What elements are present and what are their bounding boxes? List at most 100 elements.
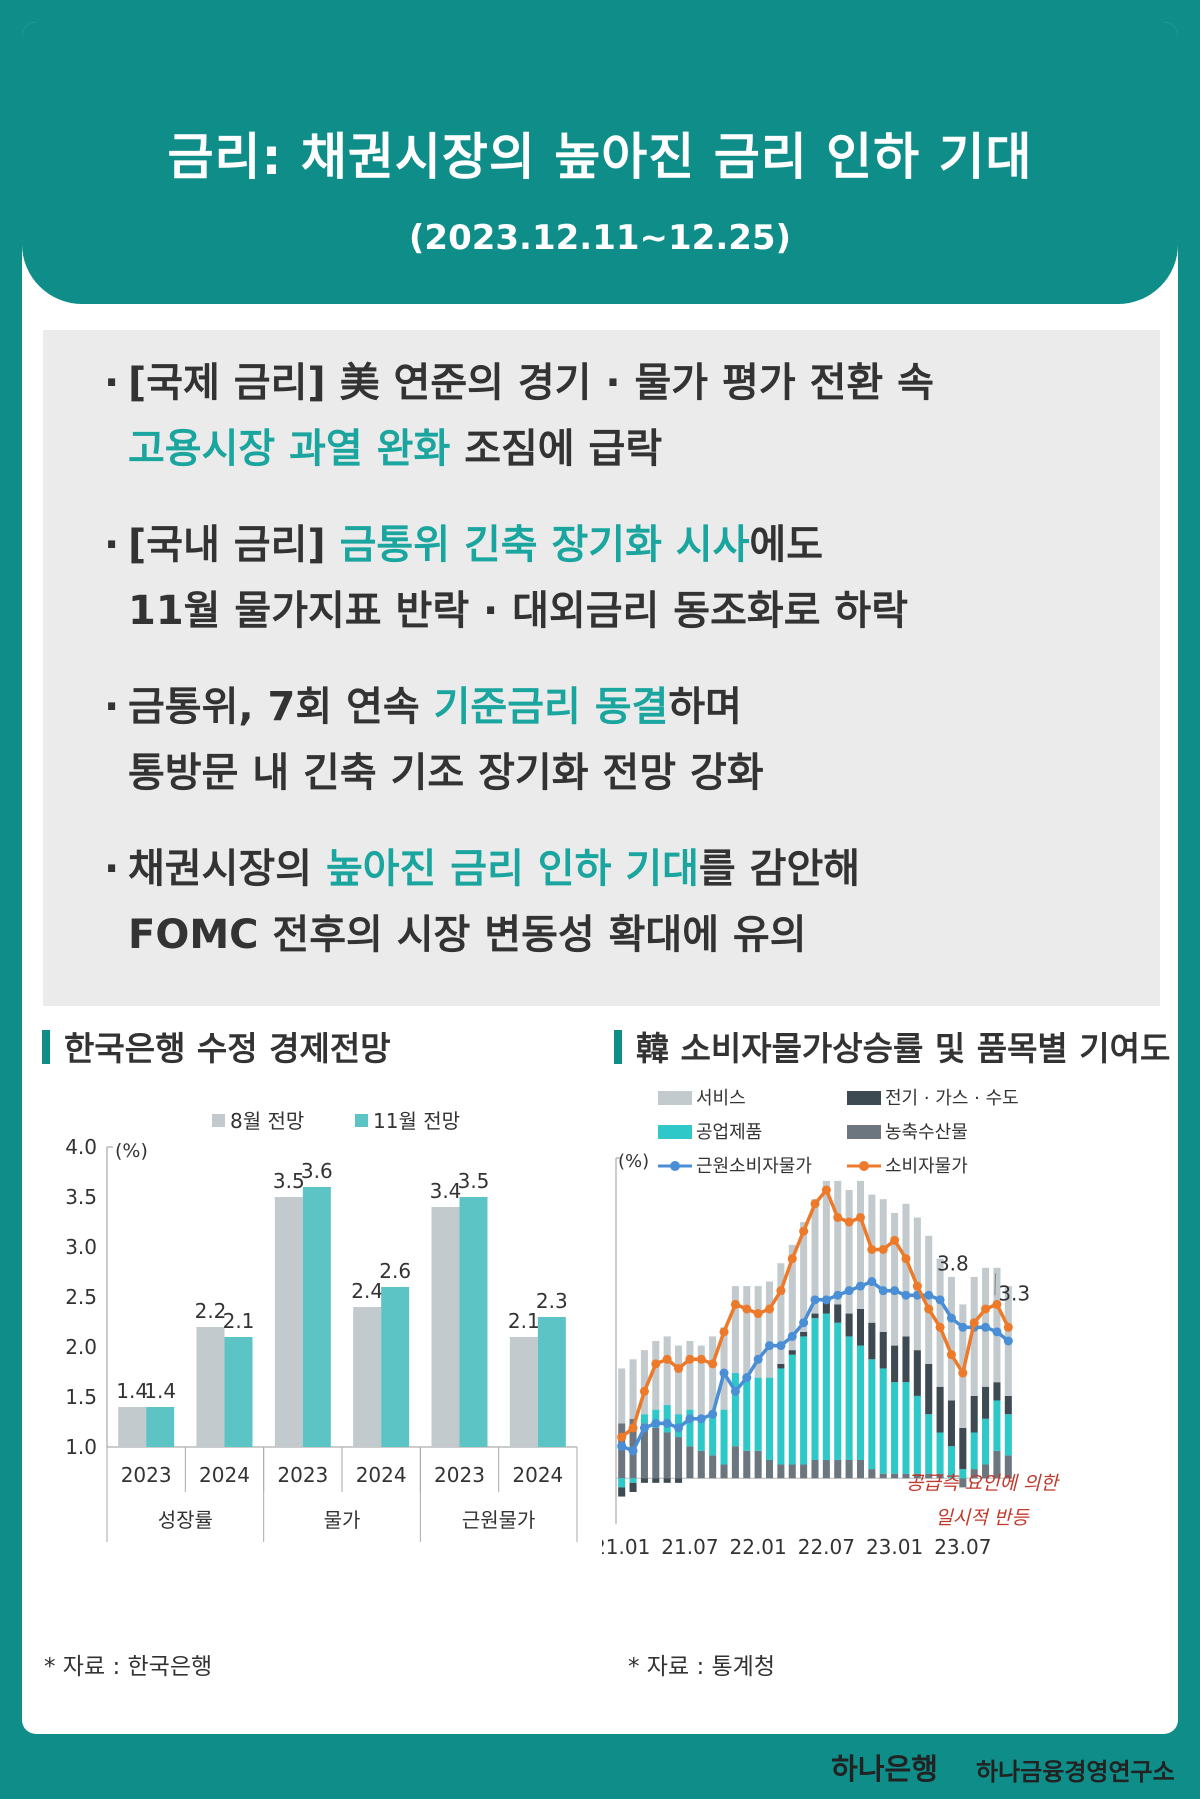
stacked-bar-segment: [765, 1281, 774, 1378]
stacked-bar-segment: [970, 1276, 978, 1396]
section-marker: [614, 1030, 622, 1064]
stacked-bar-segment: [697, 1418, 705, 1451]
stacked-bar-segment: [629, 1478, 637, 1483]
stacked-bar-segment: [731, 1286, 739, 1374]
stacked-bar-segment: [663, 1478, 671, 1483]
line-marker: [787, 1331, 797, 1341]
stacked-bar-segment: [686, 1409, 694, 1447]
stacked-bar-segment: [811, 1199, 819, 1314]
bank-logo: ❦ 하나은행: [795, 1747, 938, 1788]
stacked-bar-segment: [891, 1212, 899, 1346]
stacked-bar-segment: [947, 1276, 955, 1401]
x-tick-label: 21.07: [661, 1535, 718, 1559]
y-axis-unit: (%): [115, 1140, 148, 1162]
line-marker: [821, 1185, 831, 1195]
stacked-bar-segment: [731, 1446, 739, 1479]
line-marker: [696, 1354, 706, 1364]
line-marker: [639, 1386, 649, 1396]
bullet-1: · [국제 금리] 美 연준의 경기 · 물가 평가 전환 속 고용시장 과열 완화…: [104, 350, 934, 482]
bar-august: [274, 1197, 303, 1447]
line-marker: [924, 1290, 934, 1300]
line-marker: [639, 1423, 649, 1433]
x-tick-label: 2023: [121, 1463, 172, 1487]
y-tick-label: 2.0: [65, 1335, 97, 1359]
stacked-bar-segment: [822, 1313, 830, 1460]
stacked-bar-segment: [618, 1487, 626, 1497]
line-marker: [901, 1290, 911, 1300]
line-marker: [946, 1313, 956, 1323]
stacked-bar-segment: [834, 1322, 842, 1460]
stacked-bar-segment: [925, 1473, 933, 1479]
stacked-bar-segment: [629, 1482, 637, 1492]
data-label: 2.3: [536, 1289, 568, 1313]
stacked-bar-segment: [663, 1432, 671, 1479]
stacked-bar-segment: [947, 1400, 955, 1447]
y-tick-label: 1.0: [65, 1435, 97, 1459]
line-marker: [878, 1245, 888, 1254]
line-marker: [855, 1281, 865, 1291]
bullet-3-line-1: 금통위, 7회 연속 기준금리 동결하며: [128, 674, 764, 740]
line-marker: [776, 1286, 786, 1296]
stacked-bar-segment: [936, 1432, 944, 1474]
line-marker: [730, 1299, 740, 1309]
line-marker: [855, 1212, 865, 1222]
bullet-text: 에도: [749, 522, 824, 568]
stacked-bar-segment: [686, 1446, 694, 1479]
bullet-text: 통방문 내 긴축 기조 장기화 전망 강화: [128, 750, 764, 796]
x-tick-label: 23.07: [934, 1535, 991, 1559]
line-marker: [617, 1441, 627, 1451]
stacked-bar-segment: [788, 1244, 796, 1351]
bullet-3: · 금통위, 7회 연속 기준금리 동결하며 통방문 내 긴축 기조 장기화 전망 …: [104, 674, 764, 806]
stacked-bar-segment: [1004, 1455, 1012, 1479]
x-tick-label: 2024: [356, 1463, 407, 1487]
stacked-bar-segment: [754, 1286, 762, 1378]
bar-august: [509, 1337, 538, 1447]
stacked-bar-segment: [663, 1336, 671, 1406]
stacked-bar-segment: [856, 1459, 865, 1479]
stacked-bar-segment: [913, 1350, 921, 1396]
stacked-bar-segment: [856, 1180, 865, 1309]
bullet-3-line-2: 통방문 내 긴축 기조 장기화 전망 강화: [128, 740, 764, 806]
stacked-bar-segment: [652, 1409, 660, 1428]
highlight-text: 높아진 금리 인하 기대: [325, 846, 699, 892]
group-label: 근원물가: [462, 1508, 536, 1532]
line-marker: [776, 1341, 786, 1351]
data-label: 2.1: [223, 1309, 255, 1333]
right-source: * 자료 : 통계청: [628, 1654, 775, 1680]
bullet-text: 를 감안해: [698, 846, 861, 892]
stacked-bar-segment: [754, 1450, 762, 1479]
stacked-bar-segment: [709, 1336, 717, 1415]
outlook-bar-chart: 1.0 1.5 2.0 2.5 3.0 3.5 4.0 (%) 8월 전망 11월 전망 1.41.…: [65, 1109, 578, 1542]
x-tick-label: 22.07: [798, 1535, 855, 1559]
stacked-bar-segment: [902, 1336, 910, 1383]
line-marker: [890, 1286, 900, 1296]
stacked-bar-segment: [709, 1414, 717, 1456]
data-label: 2.2: [195, 1299, 227, 1323]
legend-label: 11월 전망: [373, 1109, 460, 1133]
stacked-bar-segment: [811, 1318, 819, 1460]
stacked-bar-segment: [982, 1464, 990, 1479]
stacked-bar-segment: [1004, 1395, 1012, 1415]
bar-august: [431, 1207, 460, 1447]
group-label: 물가: [324, 1508, 361, 1532]
stacked-bar-segment: [868, 1322, 876, 1360]
stacked-bar-segment: [913, 1473, 921, 1479]
line-marker: [674, 1423, 684, 1433]
stacked-bar-segment: [743, 1377, 751, 1451]
stacked-bar-segment: [743, 1450, 751, 1479]
stacked-bar-segment: [822, 1459, 830, 1479]
line-marker: [662, 1418, 672, 1428]
stacked-bar-segment: [618, 1423, 626, 1479]
line-marker: [1003, 1322, 1013, 1332]
left-section-title: 한국은행 수정 경제전망: [42, 1022, 391, 1070]
stacked-bar-segment: [811, 1313, 819, 1319]
line-marker: [730, 1386, 740, 1396]
summary-box: · [국제 금리] 美 연준의 경기 · 물가 평가 전환 속 고용시장 과열 완화…: [43, 330, 1160, 1006]
institute-name: 하나금융경영연구소: [976, 1758, 1175, 1786]
highlight-text: 기준금리 동결: [433, 684, 669, 730]
line-marker: [981, 1322, 991, 1332]
data-label: 1.4: [116, 1379, 148, 1403]
stacked-bar-segment: [777, 1263, 785, 1364]
stacked-bar-segment: [686, 1341, 694, 1410]
